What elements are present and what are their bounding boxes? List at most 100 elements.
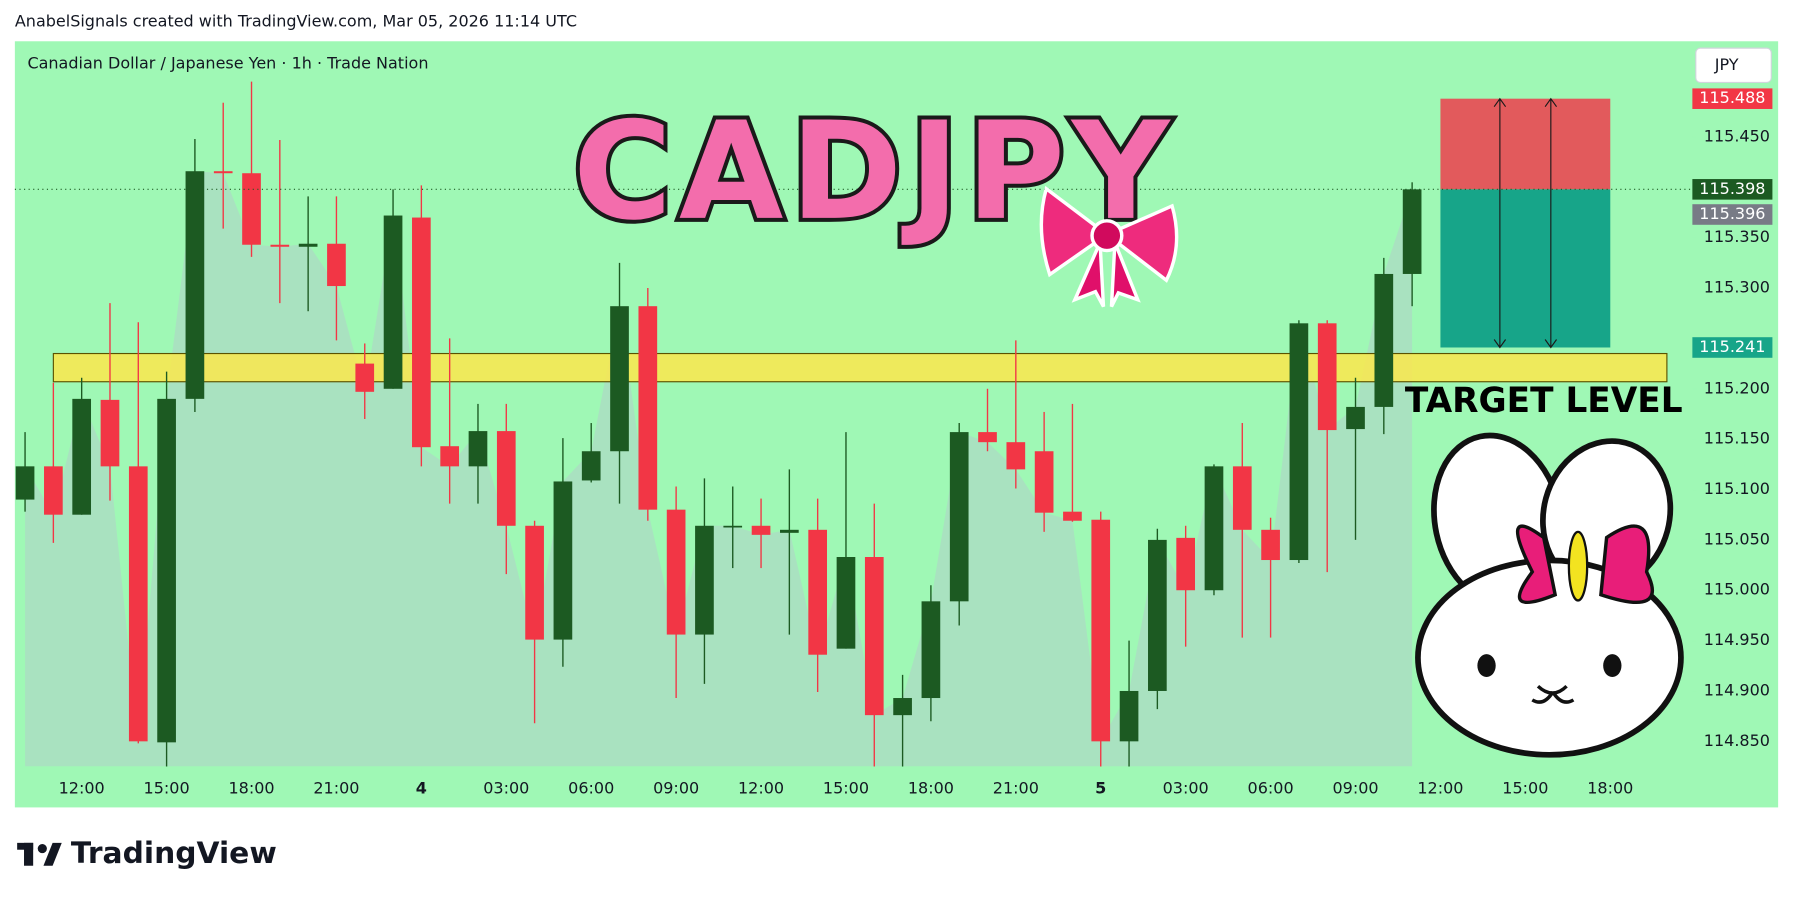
x-tick-label: 15:00 (1502, 779, 1548, 798)
currency-button[interactable] (1695, 47, 1772, 84)
candle-body (921, 601, 941, 699)
x-tick-label: 18:00 (1587, 779, 1633, 798)
y-tick-label: 114.950 (1704, 630, 1770, 649)
candle-body (213, 171, 233, 174)
candle-body (1261, 529, 1280, 561)
x-tick-label: 03:00 (1163, 779, 1209, 798)
candle-body (1034, 451, 1054, 513)
y-tick-label: 115.100 (1704, 479, 1770, 498)
x-tick-label: 5 (1095, 779, 1106, 798)
bow-sticker (1039, 185, 1179, 308)
footer-brand: TradingView (71, 836, 277, 871)
candle-body (1176, 537, 1196, 591)
x-tick-label: 18:00 (908, 779, 954, 798)
position-arrow (1493, 97, 1507, 349)
candle-body (1063, 511, 1082, 521)
bunny-sticker (1415, 432, 1684, 758)
y-tick-label: 115.150 (1704, 429, 1770, 448)
candle-body (1402, 189, 1422, 274)
candle-body (468, 431, 488, 467)
candle-body (666, 509, 686, 635)
candle-body (893, 698, 912, 716)
candle-body (581, 451, 601, 481)
candle-body (695, 525, 714, 635)
candle-body (864, 557, 884, 716)
candle-body (270, 244, 290, 247)
candle-body (298, 243, 318, 247)
x-tick-label: 21:00 (993, 779, 1039, 798)
plot: 115.450 115.350 115.300 115.200 115.150 115.1… (14, 81, 1773, 798)
stop-zone (1440, 98, 1611, 190)
currency-label[interactable]: JPY (1714, 55, 1739, 74)
x-tick-label: 03:00 (483, 779, 529, 798)
x-tick-label: 12:00 (1417, 779, 1463, 798)
candle-body (496, 431, 516, 526)
price-tag-label: 115.398 (1699, 179, 1765, 198)
x-tick-label: 09:00 (1332, 779, 1378, 798)
candle-body (72, 398, 92, 515)
y-tick-label: 115.000 (1704, 580, 1770, 599)
candle-body (751, 525, 771, 535)
close-area (25, 171, 1413, 767)
candle-body (128, 466, 148, 742)
candle-body (808, 529, 828, 655)
candle-body (157, 398, 176, 743)
price-tag (1692, 337, 1773, 358)
x-tick-label: 21:00 (313, 779, 359, 798)
candle-body (638, 306, 658, 510)
x-tick-label: 06:00 (1248, 779, 1294, 798)
candle-body (327, 243, 346, 287)
candle-body (1091, 519, 1111, 742)
x-tick-label: 4 (416, 779, 427, 798)
price-tag (1692, 179, 1773, 200)
position-arrow (1544, 97, 1558, 349)
candle-body (553, 481, 573, 640)
target-zone (52, 352, 1668, 383)
x-tick-label: 09:00 (653, 779, 699, 798)
candle-body (1006, 442, 1026, 470)
y-tick-label: 114.900 (1704, 680, 1770, 699)
header-text: AnabelSignals created with TradingView.c… (15, 11, 577, 30)
candle-body (1374, 273, 1394, 407)
candle-body (412, 217, 431, 448)
x-tick-label: 12:00 (59, 779, 105, 798)
price-tag-label: 115.396 (1699, 204, 1765, 223)
chart-title: CADJPY (573, 93, 1176, 250)
candle-body (610, 306, 629, 452)
price-tag-label: 115.488 (1699, 88, 1765, 107)
profit-zone (1440, 189, 1611, 348)
candle-body (780, 529, 799, 533)
candle-body (978, 432, 997, 443)
candle-body (100, 399, 120, 467)
candle-body (1232, 466, 1252, 530)
price-tag (1692, 204, 1773, 225)
chart-subtitle: Canadian Dollar / Japanese Yen · 1h · Tr… (27, 54, 428, 73)
candle-body (44, 466, 63, 515)
candle-body (1346, 406, 1365, 430)
x-tick-label: 15:00 (144, 779, 190, 798)
y-tick-label: 115.200 (1704, 378, 1770, 397)
x-tick-label: 06:00 (568, 779, 614, 798)
price-tag (1692, 88, 1773, 109)
candle-body (440, 446, 460, 467)
price-tag-label: 115.241 (1699, 337, 1765, 356)
candle-body (723, 525, 743, 528)
y-tick-label: 115.350 (1704, 227, 1770, 246)
candle-body (355, 363, 375, 392)
footer-logo (17, 842, 62, 866)
candle-body (1289, 323, 1309, 561)
x-tick-label: 15:00 (823, 779, 869, 798)
y-tick-label: 115.050 (1704, 529, 1770, 548)
y-tick-label: 114.850 (1704, 731, 1770, 750)
x-tick-label: 18:00 (228, 779, 274, 798)
candle-body (836, 557, 856, 649)
candle-body (15, 466, 35, 500)
target-label: TARGET LEVEL (1405, 381, 1683, 421)
candle-body (383, 215, 403, 389)
candle-body (1148, 539, 1167, 691)
candle-body (185, 171, 205, 399)
candle-body (1204, 466, 1224, 591)
candle-body (242, 173, 261, 245)
